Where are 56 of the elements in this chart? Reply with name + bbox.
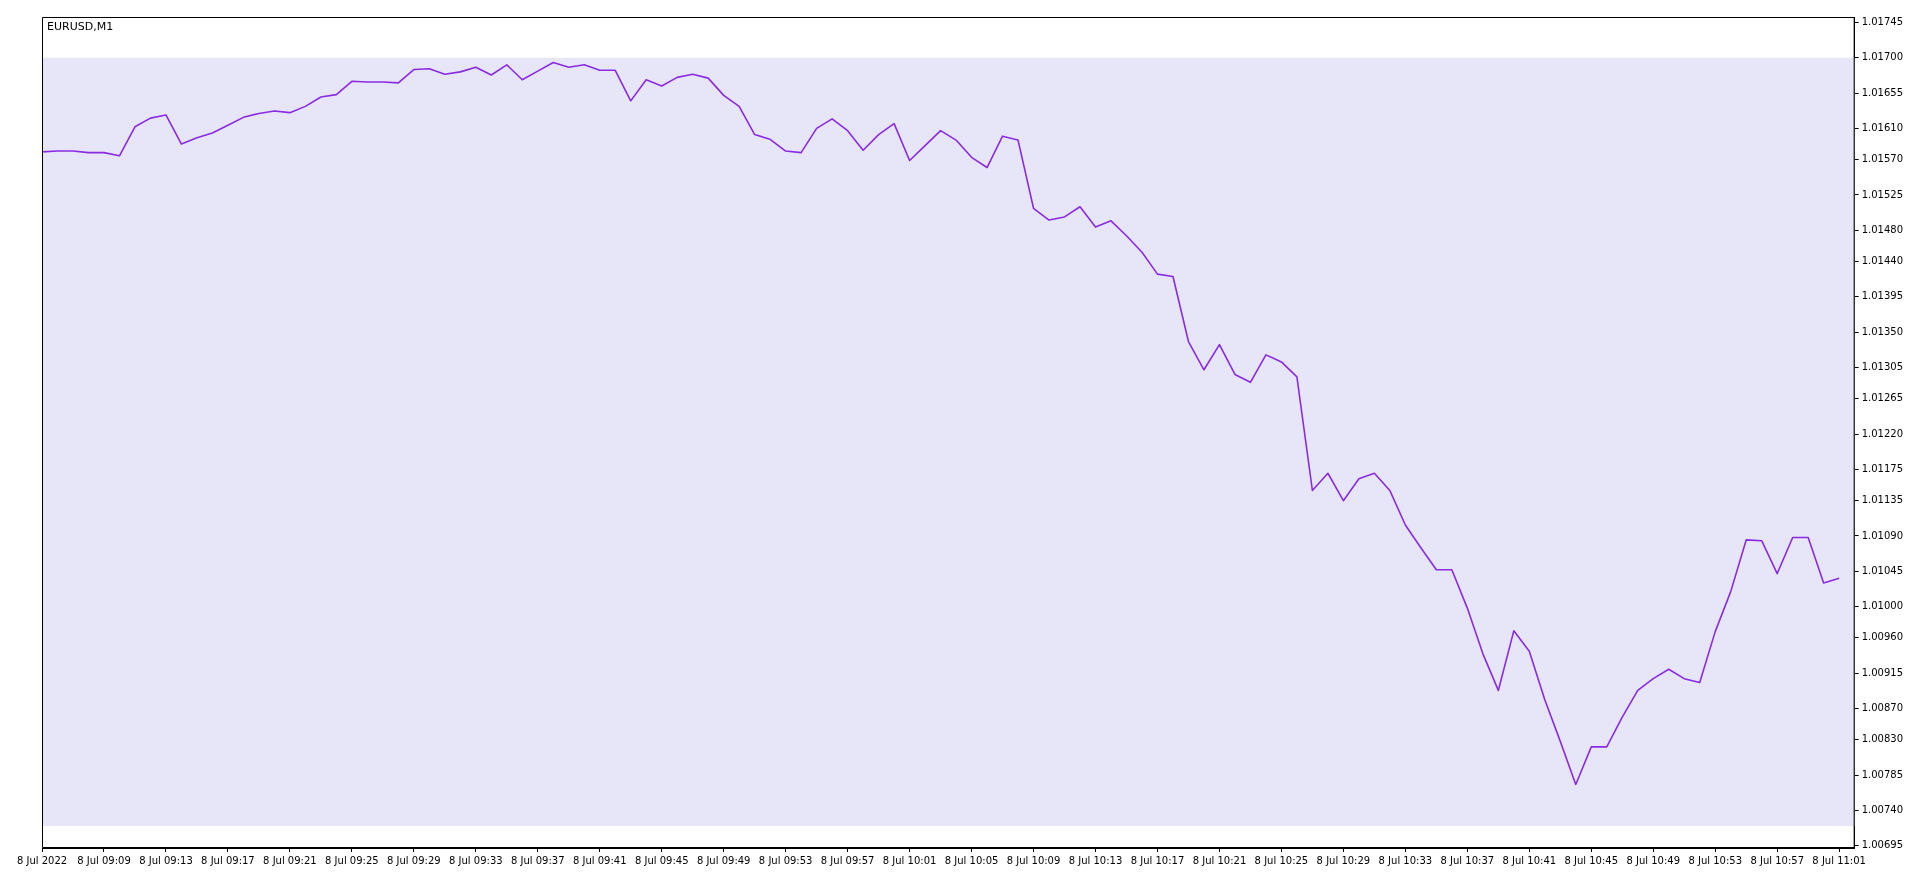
- y-tick-label: 1.00740: [1861, 803, 1904, 815]
- x-tick-label: 8 Jul 09:09: [77, 854, 131, 866]
- x-tick-label: 8 Jul 10:53: [1688, 854, 1743, 866]
- y-tick-label: 1.01305: [1861, 361, 1904, 373]
- y-tick-label: 1.01610: [1861, 121, 1904, 133]
- x-tick-label: 8 Jul 10:45: [1564, 854, 1619, 866]
- y-tick-label: 1.01655: [1861, 86, 1904, 98]
- y-tick-label: 1.00915: [1861, 666, 1904, 678]
- y-tick-label: 1.01570: [1861, 153, 1904, 165]
- x-tick-label: 8 Jul 10:05: [944, 854, 999, 866]
- x-tick-label: 8 Jul 09:29: [387, 854, 441, 866]
- x-tick-label: 8 Jul 2022: [16, 854, 68, 866]
- y-tick-label: 1.01090: [1861, 529, 1904, 541]
- chart-title: EURUSD,M1: [47, 20, 114, 34]
- y-tick-label: 1.01350: [1861, 325, 1904, 337]
- x-tick-label: 8 Jul 09:21: [263, 854, 317, 866]
- x-tick-label: 8 Jul 09:45: [634, 854, 689, 866]
- x-tick-label: 8 Jul 10:01: [882, 854, 937, 866]
- x-tick-label: 8 Jul 09:13: [139, 854, 193, 866]
- x-tick-label: 8 Jul 10:29: [1316, 854, 1371, 866]
- y-tick-label: 1.01395: [1861, 290, 1904, 302]
- x-tick-label: 8 Jul 10:37: [1440, 854, 1495, 866]
- x-tick-label: 8 Jul 09:17: [201, 854, 255, 866]
- y-tick-label: 1.01525: [1861, 188, 1904, 200]
- x-tick-label: 8 Jul 10:33: [1378, 854, 1433, 866]
- x-tick-label: 8 Jul 10:41: [1502, 854, 1557, 866]
- x-tick-label: 8 Jul 10:25: [1254, 854, 1309, 866]
- x-tick-label: 8 Jul 09:41: [572, 854, 627, 866]
- y-tick-label: 1.01440: [1861, 255, 1904, 267]
- x-tick-label: 8 Jul 09:37: [510, 854, 565, 866]
- x-tick-label: 8 Jul 10:09: [1006, 854, 1061, 866]
- x-tick-label: 8 Jul 10:21: [1192, 854, 1247, 866]
- x-tick-label: 8 Jul 09:25: [325, 854, 379, 866]
- y-tick-label: 1.00830: [1861, 733, 1904, 745]
- x-tick-label: 8 Jul 09:49: [696, 854, 751, 866]
- y-tick-label: 1.01480: [1861, 223, 1904, 235]
- y-tick-label: 1.01220: [1861, 427, 1904, 439]
- x-tick-label: 8 Jul 10:17: [1130, 854, 1185, 866]
- y-tick-label: 1.01265: [1861, 392, 1904, 404]
- x-tick-label: 8 Jul 09:33: [448, 854, 503, 866]
- y-tick-label: 1.00695: [1861, 839, 1904, 851]
- y-tick-label: 1.00960: [1861, 631, 1904, 643]
- y-tick-label: 1.01175: [1861, 462, 1904, 474]
- x-tick-label: 8 Jul 11:01: [1812, 854, 1866, 866]
- x-tick-label: 8 Jul 10:49: [1626, 854, 1681, 866]
- x-tick-label: 8 Jul 09:57: [820, 854, 875, 866]
- y-tick-label: 1.00870: [1861, 702, 1904, 714]
- x-tick-label: 8 Jul 09:53: [758, 854, 813, 866]
- x-tick-label: 8 Jul 10:57: [1750, 854, 1804, 866]
- y-tick-label: 1.01000: [1861, 600, 1904, 612]
- y-tick-label: 1.01135: [1861, 494, 1904, 506]
- y-tick-label: 1.00785: [1861, 768, 1904, 780]
- y-tick-label: 1.01700: [1861, 51, 1904, 63]
- y-tick-label: 1.01745: [1861, 16, 1904, 28]
- x-tick-label: 8 Jul 10:13: [1068, 854, 1123, 866]
- y-tick-label: 1.01045: [1861, 564, 1904, 576]
